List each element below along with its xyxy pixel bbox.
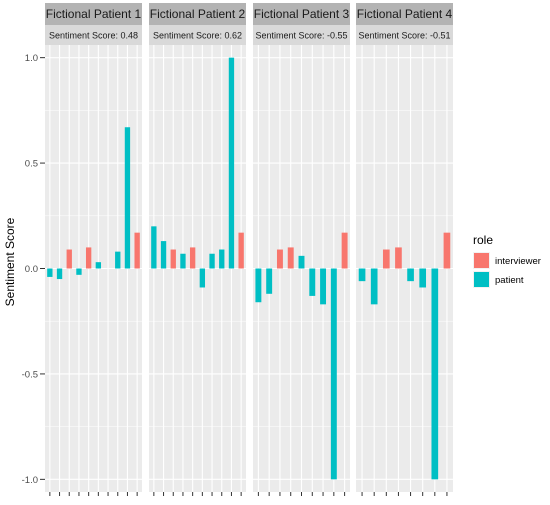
bar-interviewer	[189, 247, 196, 269]
bar-patient	[266, 268, 273, 294]
bar-patient	[309, 268, 316, 296]
y-axis-ticks: 1.0 0.5 0.0 -0.5 -1.0	[22, 53, 45, 486]
facet-panels: Fictional Patient 1 Sentiment Score: 0.48…	[45, 3, 453, 496]
facet-panel: Fictional Patient 1 Sentiment Score: 0.48	[45, 3, 142, 496]
bar-patient	[228, 57, 235, 269]
bar-patient	[209, 253, 215, 269]
y-tick-label: 1.0	[25, 53, 38, 64]
facet-substrip	[356, 25, 453, 45]
facet-subtitle: Sentiment Score: -0.51	[358, 31, 450, 41]
bar-patient	[219, 249, 225, 269]
bar-patient	[180, 253, 186, 269]
facet-title: Fictional Patient 4	[357, 7, 453, 21]
facet-title: Fictional Patient 3	[254, 7, 350, 21]
bar-patient	[47, 268, 53, 277]
bar-interviewer	[382, 249, 390, 269]
bar-patient	[431, 268, 439, 480]
bar-patient	[160, 241, 167, 269]
bar-interviewer	[170, 249, 176, 269]
y-tick-label: -1.0	[22, 475, 38, 486]
facet-substrip	[253, 25, 350, 45]
bar-patient	[370, 268, 378, 305]
bar-patient	[358, 268, 366, 282]
legend-key-patient	[474, 272, 489, 287]
legend-title: role	[473, 233, 493, 247]
bar-patient	[199, 268, 206, 288]
bar-interviewer	[395, 247, 402, 269]
bar-interviewer	[85, 247, 92, 269]
bar-interviewer	[66, 249, 72, 269]
facet-strip	[45, 3, 142, 25]
facet-substrip	[149, 25, 246, 45]
bar-patient	[298, 255, 305, 269]
bar-patient	[124, 127, 131, 269]
bar-patient	[419, 268, 427, 288]
facet-strip	[149, 3, 246, 25]
y-axis-title: Sentiment Score	[3, 217, 17, 306]
legend-label: interviewer	[495, 256, 541, 267]
bar-interviewer	[134, 232, 140, 269]
facet-subtitle: Sentiment Score: 0.62	[153, 31, 242, 41]
facet-title: Fictional Patient 2	[150, 7, 246, 21]
bar-patient	[76, 268, 82, 275]
facet-panel: Fictional Patient 3 Sentiment Score: -0.5…	[253, 3, 350, 496]
bar-interviewer	[276, 249, 283, 269]
facet-panel: Fictional Patient 4 Sentiment Score: -0.5…	[356, 3, 453, 496]
facet-title: Fictional Patient 1	[46, 7, 142, 21]
facet-subtitle: Sentiment Score: 0.48	[49, 31, 138, 41]
y-tick-label: 0.0	[25, 264, 38, 275]
facet-panel: Fictional Patient 2 Sentiment Score: 0.62	[149, 3, 246, 496]
bar-interviewer	[341, 232, 348, 269]
y-tick-label: 0.5	[25, 159, 38, 170]
bar-interviewer	[238, 232, 244, 269]
bar-interviewer	[287, 247, 294, 269]
bar-patient	[56, 268, 63, 280]
bar-patient	[255, 268, 262, 303]
bar-patient	[151, 226, 157, 269]
bar-patient	[407, 268, 414, 282]
bar-patient	[330, 268, 337, 480]
bar-patient	[320, 268, 327, 305]
facet-subtitle: Sentiment Score: -0.55	[255, 31, 347, 41]
facet-substrip	[45, 25, 142, 45]
legend-label: patient	[495, 275, 524, 286]
bar-patient	[115, 251, 121, 269]
facet-strip	[253, 3, 350, 25]
legend-key-interviewer	[474, 253, 489, 268]
y-tick-label: -0.5	[22, 369, 38, 380]
bar-interviewer	[443, 232, 451, 269]
bar-patient	[95, 262, 102, 269]
legend: role interviewer patient	[473, 233, 541, 288]
facet-strip	[356, 3, 453, 25]
